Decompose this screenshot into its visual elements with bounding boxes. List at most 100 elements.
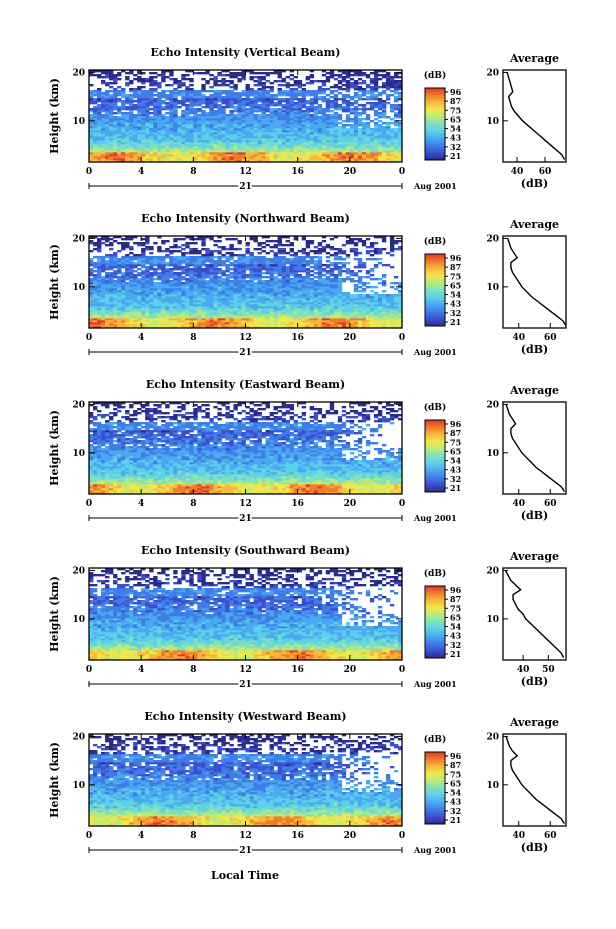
heatmap-cell — [350, 148, 354, 150]
heatmap-cell — [181, 288, 185, 290]
heatmap-cell — [169, 146, 173, 148]
heatmap-cell — [290, 152, 294, 154]
heatmap-cell — [97, 98, 101, 100]
heatmap-cell — [334, 292, 338, 294]
heatmap-cell — [157, 318, 161, 320]
heatmap-cell — [334, 278, 338, 280]
heatmap-cell — [97, 282, 101, 284]
heatmap-cell — [378, 106, 382, 108]
heatmap-cell — [229, 138, 233, 140]
heatmap-cell — [209, 146, 213, 148]
heatmap-cell — [290, 94, 294, 96]
heatmap-cell — [274, 304, 278, 306]
heatmap-cell — [169, 158, 173, 160]
heatmap-cell — [334, 300, 338, 302]
heatmap-cell — [246, 98, 250, 100]
heatmap-cell — [237, 288, 241, 290]
heatmap-cell — [262, 130, 266, 132]
heatmap-cell — [322, 308, 326, 310]
heatmap-cell — [326, 314, 330, 316]
heatmap-cell — [282, 154, 286, 156]
heatmap-cell — [270, 306, 274, 308]
heatmap-cell — [113, 316, 117, 318]
heatmap-cell — [246, 294, 250, 296]
heatmap-cell — [278, 146, 282, 148]
heatmap-cell — [374, 72, 378, 74]
heatmap-cell — [157, 126, 161, 128]
heatmap-cell — [310, 150, 314, 152]
heatmap-cell — [274, 292, 278, 294]
heatmap-cell — [153, 292, 157, 294]
heatmap-cell — [217, 96, 221, 98]
heatmap-cell — [298, 108, 302, 110]
heatmap-cell — [390, 158, 394, 160]
heatmap-cell — [258, 78, 262, 80]
heatmap-cell — [193, 286, 197, 288]
heatmap-cell — [382, 74, 386, 76]
heatmap-cell — [366, 152, 370, 154]
heatmap-cell — [105, 300, 109, 302]
heatmap-cell — [209, 154, 213, 156]
heatmap-cell — [362, 126, 366, 128]
heatmap-cell — [382, 324, 386, 326]
heatmap-cell — [133, 118, 137, 120]
heatmap-cell — [258, 278, 262, 280]
heatmap-cell — [197, 156, 201, 158]
heatmap-cell — [346, 298, 350, 300]
heatmap-cell — [229, 126, 233, 128]
heatmap-cell — [354, 304, 358, 306]
heatmap-cell — [101, 122, 105, 124]
heatmap-cell — [274, 94, 278, 96]
heatmap-cell — [153, 136, 157, 138]
heatmap-cell — [221, 114, 225, 116]
heatmap-cell — [201, 142, 205, 144]
heatmap-cell — [121, 122, 125, 124]
heatmap-cell — [193, 144, 197, 146]
heatmap-cell — [141, 80, 145, 82]
heatmap-cell — [334, 78, 338, 80]
heatmap-cell — [382, 284, 386, 286]
heatmap-cell — [294, 154, 298, 156]
heatmap-cell — [173, 134, 177, 136]
heatmap-cell — [137, 124, 141, 126]
heatmap-cell — [129, 144, 133, 146]
heatmap-cell — [254, 290, 258, 292]
heatmap-cell — [153, 122, 157, 124]
heatmap-cell — [101, 146, 105, 148]
heatmap-cell — [153, 308, 157, 310]
heatmap-cell — [282, 308, 286, 310]
heatmap-cell — [294, 278, 298, 280]
heatmap-cell — [294, 122, 298, 124]
heatmap-cell — [250, 110, 254, 112]
heatmap-cell — [141, 102, 145, 104]
heatmap-cell — [334, 96, 338, 98]
heatmap-cell — [205, 126, 209, 128]
heatmap-cell — [278, 278, 282, 280]
heatmap-cell — [117, 108, 121, 110]
heatmap-cell — [189, 96, 193, 98]
heatmap-cell — [270, 276, 274, 278]
heatmap-cell — [338, 310, 342, 312]
heatmap-cell — [254, 292, 258, 294]
heatmap-cell — [338, 82, 342, 84]
heatmap-cell — [93, 158, 97, 160]
heatmap-cell — [330, 290, 334, 292]
heatmap-cell — [137, 104, 141, 106]
heatmap-cell — [262, 76, 266, 78]
heatmap-cell — [229, 324, 233, 326]
heatmap-cell — [278, 306, 282, 308]
heatmap-cell — [334, 128, 338, 130]
heatmap-cell — [394, 124, 398, 126]
heatmap-cell — [197, 126, 201, 128]
heatmap-cell — [189, 132, 193, 134]
heatmap-cell — [221, 282, 225, 284]
heatmap-cell — [366, 148, 370, 150]
heatmap-cell — [314, 288, 318, 290]
heatmap-cell — [93, 320, 97, 322]
heatmap-cell — [177, 290, 181, 292]
heatmap-cell — [258, 148, 262, 150]
heatmap-cell — [161, 322, 165, 324]
heatmap-cell — [382, 106, 386, 108]
heatmap-cell — [121, 152, 125, 154]
heatmap-cell — [169, 98, 173, 100]
